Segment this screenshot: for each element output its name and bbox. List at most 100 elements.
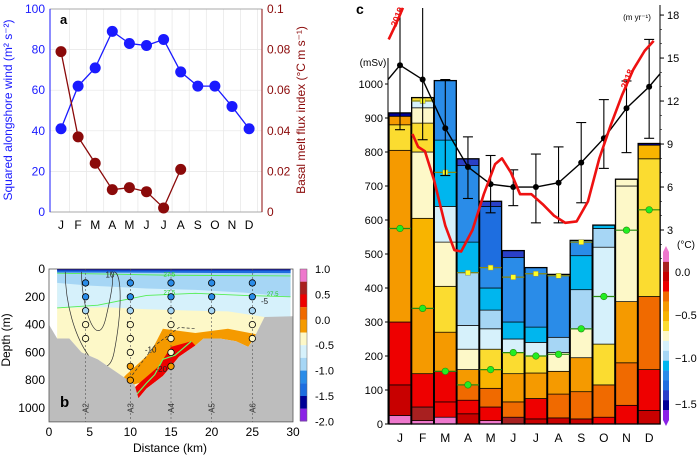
- tick-label-a-month: D: [245, 218, 254, 232]
- colorbar-b-swatch: [300, 319, 307, 333]
- colorbar-c-swatch: [663, 331, 669, 342]
- stacked-bar-segment: [569, 357, 593, 393]
- tick-label-c-right: 3: [667, 225, 673, 237]
- colorbar-c-label: −0.5: [675, 310, 697, 322]
- tick-label-b-y: 600: [25, 345, 45, 359]
- colorbar-b-swatch: [300, 294, 307, 308]
- label-2018: 2018: [619, 68, 636, 90]
- tick-label-c-left: 500: [365, 249, 383, 261]
- tick-label-a-month: O: [210, 218, 219, 232]
- colorbar-b-frame: [299, 268, 308, 422]
- stacked-bar-segment: [479, 267, 502, 289]
- stacked-bar-segment: [388, 384, 412, 416]
- stacked-bar-segment: [433, 401, 457, 418]
- station-sample: [126, 334, 134, 343]
- tick-label-c-left: 200: [365, 351, 383, 363]
- colorbar-c-swatch: [663, 370, 669, 381]
- tick-label-b-y: 0: [38, 262, 45, 276]
- mean-temp-depth-dot: [645, 206, 653, 214]
- freezing-depth-square: [487, 264, 494, 271]
- melt-point: [55, 46, 67, 58]
- stacked-bar-segment: [592, 384, 616, 418]
- stacked-bar-segment: [479, 406, 502, 421]
- stacked-bar-segment: [456, 399, 480, 415]
- stacked-bar-segment: [433, 370, 457, 403]
- station-sample: [126, 279, 134, 287]
- contour-label: 10: [106, 270, 115, 279]
- stacked-bar-segment: [501, 250, 525, 258]
- station-sample: [248, 320, 256, 329]
- mean-temp-depth-dot: [600, 292, 608, 301]
- tick-label-a-left: 100: [25, 2, 45, 16]
- tick-label-a-month: J: [58, 218, 64, 232]
- colorbar-b-label: -2.0: [315, 416, 334, 428]
- station-sample: [82, 293, 90, 301]
- stacked-bar-segment: [547, 393, 570, 419]
- melt-rate-point: [442, 125, 449, 132]
- stacked-bar-segment: [524, 267, 548, 328]
- velocity-contour-negative: [125, 327, 196, 384]
- colorbar-c-swatch: [663, 390, 669, 401]
- station-sample: [208, 293, 216, 301]
- mean-temp-depth-dot: [487, 366, 495, 374]
- tick-label-a-right: 0.06: [267, 83, 291, 97]
- tick-label-a-month: F: [74, 218, 81, 232]
- stacked-bar-segment: [433, 285, 457, 333]
- colorbar-b-label: 1.0: [315, 264, 330, 276]
- wind-point: [158, 33, 170, 45]
- tick-label-c-month: M: [440, 431, 450, 445]
- colorbar-c-swatch: [663, 281, 669, 292]
- stacked-bar-segment: [524, 372, 548, 399]
- stacked-bar-segment: [637, 410, 661, 425]
- colorbar-b-label: 0.5: [315, 289, 330, 301]
- tick-label-a-left: 20: [32, 164, 46, 178]
- mean-temp-depth-dot: [396, 224, 404, 233]
- stacked-bar-segment: [524, 398, 548, 420]
- stacked-bar-segment: [456, 413, 480, 425]
- mean-temp-depth-dot: [441, 367, 449, 375]
- tick-label-c-left: 700: [365, 181, 383, 193]
- colorbar-c-swatch: [663, 350, 669, 361]
- colorbar-c-swatch: [663, 380, 669, 391]
- colorbar-c-swatch: [663, 360, 669, 371]
- colorbar-b-swatch: [300, 370, 307, 384]
- wind-point: [243, 123, 255, 135]
- melt-line-2018: [411, 39, 655, 253]
- tick-label-c-month: J: [533, 431, 539, 445]
- freezing-depth-square: [510, 274, 516, 280]
- stacked-bar-segment: [433, 331, 457, 372]
- tick-label-a-left: 80: [32, 43, 46, 57]
- station-sample: [82, 279, 90, 287]
- wind-point: [89, 62, 101, 74]
- colorbar-c-title: (°C): [677, 240, 695, 251]
- tick-label-b-y: 400: [25, 318, 45, 332]
- colorbar-c-swatch: [663, 321, 669, 332]
- stacked-bar-segment: [569, 255, 593, 291]
- axis-label-a-right: Basal melt flux index (°C m s⁻¹): [294, 26, 308, 194]
- colorbar-b-swatch: [300, 281, 307, 295]
- axis-label-c-left: (mSv): [360, 58, 387, 69]
- freezing-depth-square: [465, 269, 471, 276]
- stacked-bar-segment: [411, 217, 434, 309]
- wind-point: [55, 123, 67, 135]
- isopycnal-bottom: [136, 340, 192, 395]
- colorbar-b-swatch: [300, 307, 307, 320]
- tick-label-c-left: 300: [365, 317, 383, 329]
- colorbar-c-swatch: [663, 291, 669, 302]
- station-sample: [248, 334, 256, 343]
- stacked-bar-segment: [411, 308, 434, 375]
- mean-temp-depth-dot: [554, 350, 563, 358]
- stacked-bar-segment: [479, 309, 502, 330]
- mean-temp-depth-dot: [622, 226, 631, 234]
- station-sample: [126, 348, 134, 356]
- melt-point: [175, 163, 187, 175]
- wind-point: [141, 40, 152, 52]
- colorbar-c-swatch: [663, 400, 669, 411]
- stacked-bar-segment: [615, 404, 638, 425]
- contour-label: 27.5: [164, 273, 176, 279]
- stacked-bar-segment: [569, 418, 593, 425]
- melt-rate-point: [623, 105, 630, 112]
- station-sample: [126, 293, 134, 301]
- stacked-bar-segment: [479, 287, 502, 311]
